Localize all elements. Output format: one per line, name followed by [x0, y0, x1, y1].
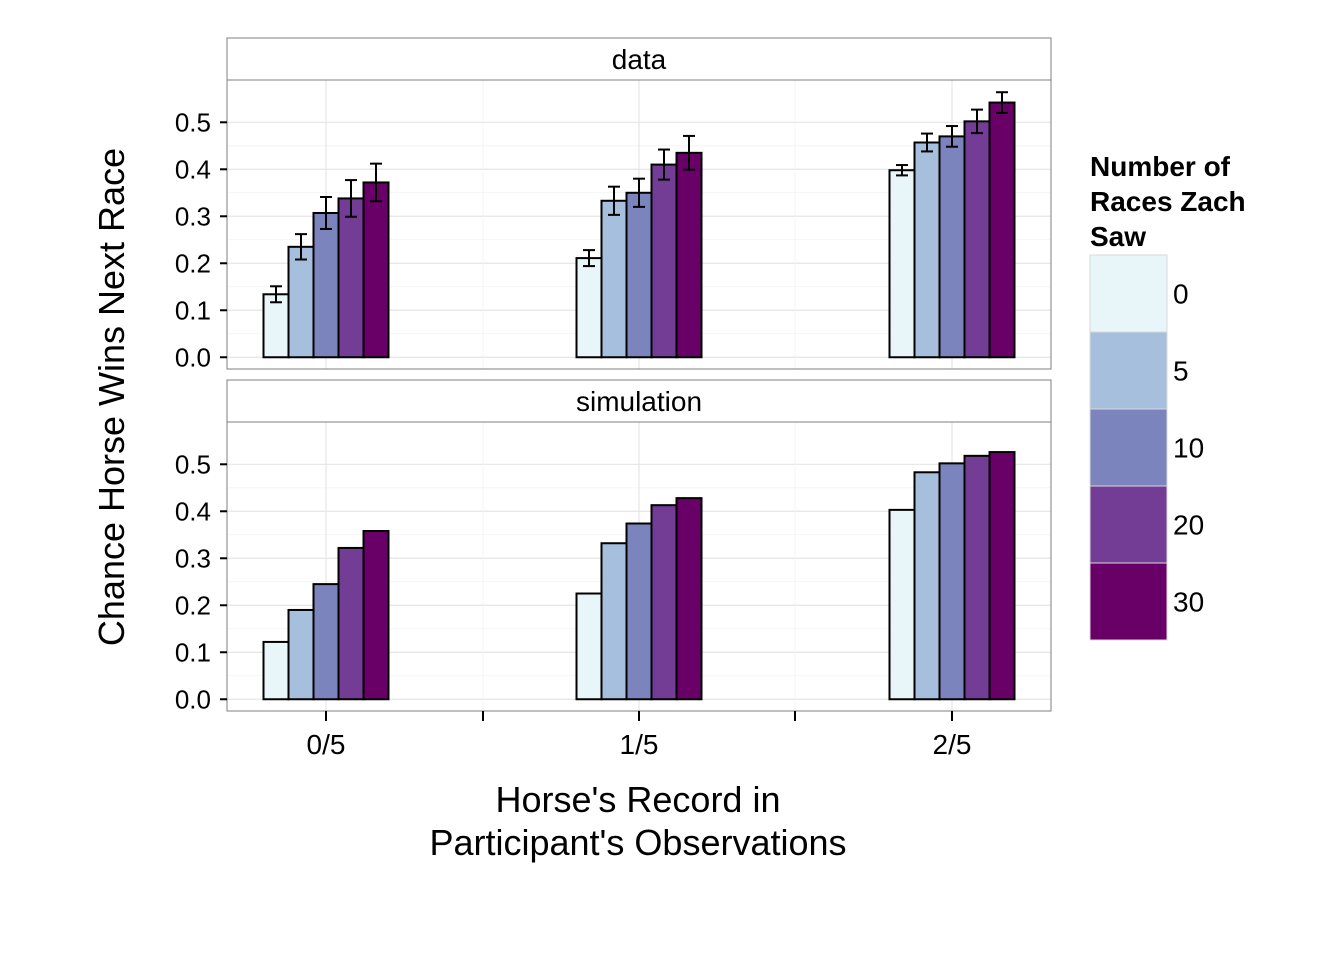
legend-key-0 [1089, 254, 1168, 333]
error-bar [608, 185, 620, 216]
bar-simulation-2/5-30 [988, 451, 1016, 701]
error-bar [345, 179, 357, 218]
facet-panel-simulation: simulation 0.0 0.1 0.2 0.3 0.4 0.5 [175, 379, 1052, 714]
bar-data-1/5-20 [650, 163, 678, 359]
legend-key-10 [1089, 408, 1168, 487]
y-tick-label: 0.1 [175, 295, 211, 325]
bar-simulation-1/5-10 [625, 522, 653, 701]
bar-data-0/5-5 [287, 245, 315, 359]
bar-simulation-1/5-0 [575, 592, 603, 701]
legend-keys: 0 5 10 20 30 [1089, 254, 1204, 641]
bar-data-1/5-5 [600, 199, 628, 359]
error-bar [946, 125, 958, 148]
error-bar [270, 285, 282, 304]
x-tick-label: 1/5 [620, 729, 659, 760]
bar-simulation-0/5-0 [262, 640, 290, 701]
bar-data-2/5-20 [963, 120, 991, 359]
x-tick-label: 2/5 [933, 729, 972, 760]
bar-data-2/5-10 [938, 135, 966, 359]
error-bar [633, 177, 645, 208]
bar-data-0/5-10 [312, 211, 340, 359]
error-bar [658, 148, 670, 181]
legend-label-5: 5 [1173, 356, 1189, 387]
error-bar [295, 233, 307, 261]
error-bar [320, 196, 332, 230]
legend-title-line-1: Number of [1090, 151, 1231, 182]
legend-label-10: 10 [1173, 433, 1204, 464]
bar-data-0/5-20 [337, 197, 365, 359]
bar-data-0/5-0 [262, 293, 290, 359]
y-tick-label: 0.1 [175, 637, 211, 667]
y-tick-label: 0.5 [175, 449, 211, 479]
bar-simulation-2/5-5 [913, 471, 941, 701]
bar-data-1/5-30 [675, 151, 703, 359]
facet-strip [226, 379, 1052, 423]
x-axis-label-line-1: Horse's Record in [496, 779, 781, 820]
y-tick-label: 0.4 [175, 496, 211, 526]
legend-label-0: 0 [1173, 279, 1189, 310]
error-bar [971, 108, 983, 135]
facet-panels: data0.00.10.20.30.40.5simulation0.00.10.… [175, 37, 1052, 714]
legend-title-line-3: Saw [1090, 221, 1146, 252]
bar-simulation-0/5-30 [362, 530, 390, 701]
y-tick-label: 0.0 [175, 342, 211, 372]
legend-key-5 [1089, 331, 1168, 410]
bar-data-2/5-30 [988, 101, 1016, 359]
y-axis-label: Chance Horse Wins Next Race [91, 148, 132, 646]
bar-simulation-2/5-20 [963, 454, 991, 701]
legend-label-30: 30 [1173, 587, 1204, 618]
facet-panel-data: data 0.0 0.1 0.2 0.3 0.4 0.5 [175, 37, 1052, 372]
error-bar [896, 164, 908, 177]
facet-strip-label: simulation [576, 386, 702, 417]
x-axis-label-line-2: Participant's Observations [429, 822, 846, 863]
y-tick-label: 0.3 [175, 201, 211, 231]
bar-simulation-1/5-5 [600, 542, 628, 701]
bar-simulation-1/5-20 [650, 504, 678, 701]
facet-strip [226, 37, 1052, 81]
legend: Number of Races Zach Saw 0 5 10 20 30 [1089, 151, 1246, 641]
y-tick-label: 0.0 [175, 684, 211, 714]
bar-simulation-2/5-0 [888, 508, 916, 701]
x-tick-label: 0/5 [307, 729, 346, 760]
error-bar [583, 249, 595, 268]
x-axis: 0/5 1/5 2/5 [307, 711, 972, 760]
bar-simulation-0/5-20 [337, 546, 365, 701]
bar-simulation-0/5-10 [312, 583, 340, 701]
bar-data-2/5-5 [913, 141, 941, 359]
y-tick-label: 0.2 [175, 248, 211, 278]
bar-simulation-0/5-5 [287, 608, 315, 701]
error-bar [683, 134, 695, 171]
facet-strip-label: data [612, 44, 667, 75]
bar-data-2/5-0 [888, 169, 916, 359]
error-bar [921, 132, 933, 153]
y-axis: 0.0 0.1 0.2 0.3 0.4 0.5 [175, 449, 227, 714]
y-tick-label: 0.3 [175, 543, 211, 573]
y-tick-label: 0.5 [175, 107, 211, 137]
bar-data-1/5-0 [575, 257, 603, 359]
bar-simulation-1/5-30 [675, 497, 703, 701]
legend-key-30 [1089, 562, 1168, 641]
error-bar [370, 162, 382, 203]
bar-data-1/5-10 [625, 191, 653, 359]
legend-label-20: 20 [1173, 510, 1204, 541]
plot-border [226, 79, 1052, 370]
bar-simulation-2/5-10 [938, 462, 966, 701]
error-bar [996, 91, 1008, 114]
y-axis: 0.0 0.1 0.2 0.3 0.4 0.5 [175, 107, 227, 372]
bar-data-0/5-30 [362, 181, 390, 359]
legend-title-line-2: Races Zach [1090, 186, 1246, 217]
y-tick-label: 0.4 [175, 154, 211, 184]
y-tick-label: 0.2 [175, 590, 211, 620]
legend-key-20 [1089, 485, 1168, 564]
